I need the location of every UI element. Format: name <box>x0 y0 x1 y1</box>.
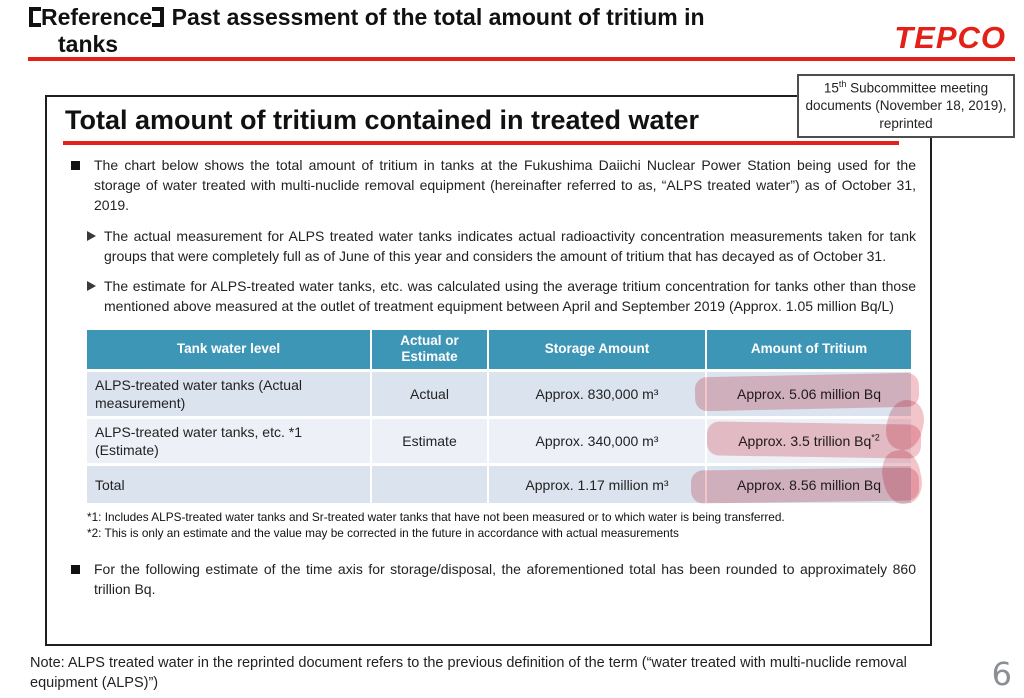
table-row: Total Approx. 1.17 million m³ Approx. 8.… <box>87 463 911 503</box>
cell-type <box>370 463 488 503</box>
slide-title-line2: tanks <box>58 31 119 58</box>
slide-title: 【Reference】 Past assessment of the total… <box>28 4 858 58</box>
cell-tank: ALPS-treated water tanks (Actual measure… <box>87 368 371 418</box>
sub-bullet-2: The estimate for ALPS-treated water tank… <box>87 277 916 317</box>
cell-type: Actual <box>370 368 488 418</box>
reference-number: 15 <box>823 80 839 96</box>
slide-title-rest: Past assessment of the total amount of t… <box>165 4 705 30</box>
bullet-1: The chart below shows the total amount o… <box>63 156 916 216</box>
table-row: ALPS-treated water tanks, etc. *1 (Estim… <box>87 415 911 465</box>
tritium-value: Approx. 8.56 million Bq <box>737 476 881 493</box>
col-header-storage-amount: Storage Amount <box>487 330 706 371</box>
content-box-title-underline <box>63 141 899 145</box>
sub-bullet-1: The actual measurement for ALPS treated … <box>87 227 916 267</box>
reference-callout-text: 15th Subcommittee meeting documents (Nov… <box>805 79 1007 132</box>
cell-tank: Total <box>87 463 371 503</box>
arrow-bullet-icon <box>87 281 96 292</box>
cell-storage: Approx. 340,000 m³ <box>487 415 706 465</box>
tritium-table: Tank water level Actual or Estimate Stor… <box>87 330 911 503</box>
cell-tritium: Approx. 8.56 million Bq <box>705 463 911 503</box>
cell-tank: ALPS-treated water tanks, etc. *1 (Estim… <box>87 415 371 465</box>
header-red-rule <box>28 57 1015 61</box>
sub-bullet-1-text: The actual measurement for ALPS treated … <box>104 227 916 264</box>
content-box: Total amount of tritium contained in tre… <box>45 95 932 646</box>
bullet-1-text: The chart below shows the total amount o… <box>94 157 916 213</box>
bullet-2: For the following estimate of the time a… <box>63 560 916 600</box>
tritium-table-wrap: Tank water level Actual or Estimate Stor… <box>87 330 929 508</box>
bullet-2-text: For the following estimate of the time a… <box>94 560 916 597</box>
col-header-actual-or-estimate: Actual or Estimate <box>370 330 488 371</box>
tritium-value: Approx. 5.06 million Bq <box>737 385 881 402</box>
bottom-note: Note: ALPS treated water in the reprinte… <box>30 655 907 691</box>
footnote-1: *1: Includes ALPS-treated water tanks an… <box>87 509 785 524</box>
reference-callout-box: 15th Subcommittee meeting documents (Nov… <box>797 74 1015 138</box>
cell-storage: Approx. 830,000 m³ <box>487 368 706 418</box>
slide-title-label: Reference <box>41 4 153 30</box>
page-number: 6 <box>991 655 1012 693</box>
square-bullet-icon <box>71 564 80 574</box>
square-bullet-icon <box>71 161 80 170</box>
cell-tritium: Approx. 3.5 trillion Bq*2 <box>705 415 911 465</box>
col-header-tank-water-level: Tank water level <box>87 330 371 371</box>
cell-tritium: Approx. 5.06 million Bq <box>705 368 911 418</box>
table-row: ALPS-treated water tanks (Actual measure… <box>87 368 911 418</box>
footnote-2: *2: This is only an estimate and the val… <box>87 525 679 540</box>
slide-title-line1: 【Reference】 Past assessment of the total… <box>28 4 858 31</box>
lenticular-open-bracket: 【 <box>28 6 41 28</box>
col-header-amount-of-tritium: Amount of Tritium <box>705 330 911 371</box>
tepco-logo: TEPCO <box>894 20 1006 55</box>
cell-storage: Approx. 1.17 million m³ <box>487 463 706 503</box>
table-footnotes: *1: Includes ALPS-treated water tanks an… <box>87 510 916 542</box>
tritium-footnote-sup: *2 <box>871 432 880 443</box>
arrow-bullet-icon <box>87 230 96 241</box>
reference-rest: Subcommittee meeting documents (November… <box>805 80 1007 132</box>
reference-ordinal-sup: th <box>838 79 847 90</box>
content-box-title: Total amount of tritium contained in tre… <box>65 105 700 135</box>
lenticular-close-bracket: 】 <box>152 6 165 28</box>
cell-type: Estimate <box>370 415 488 465</box>
table-header-row: Tank water level Actual or Estimate Stor… <box>87 330 911 371</box>
sub-bullet-2-text: The estimate for ALPS-treated water tank… <box>104 278 916 315</box>
tritium-value: Approx. 3.5 trillion Bq <box>738 433 872 450</box>
